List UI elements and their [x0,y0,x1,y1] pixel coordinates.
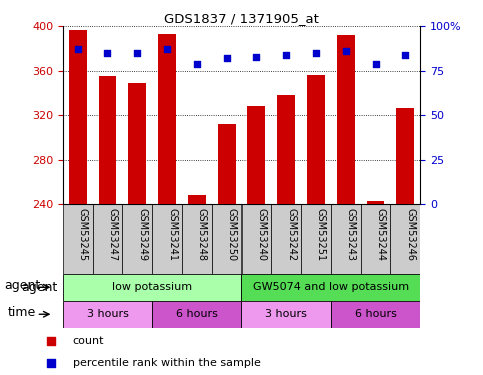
Text: GSM53240: GSM53240 [256,208,267,261]
Bar [218,124,236,204]
Bar [69,30,86,204]
Bar [63,274,242,301]
Bar [367,201,384,204]
Bar [361,204,390,274]
Text: agent: agent [22,281,58,294]
Bar [397,108,414,204]
Bar [331,301,420,328]
Text: GSM53245: GSM53245 [78,208,88,261]
Title: GDS1837 / 1371905_at: GDS1837 / 1371905_at [164,12,319,25]
Bar [93,204,122,274]
Point [372,61,380,67]
Point [342,48,350,54]
Text: GSM53246: GSM53246 [405,208,415,261]
Bar [188,195,206,204]
Bar [242,301,331,328]
Point [223,56,230,62]
Bar [212,204,242,274]
Text: percentile rank within the sample: percentile rank within the sample [72,358,260,368]
Text: GSM53251: GSM53251 [316,208,326,261]
Text: GSM53243: GSM53243 [346,208,356,261]
Text: GW5074 and low potassium: GW5074 and low potassium [253,282,409,292]
Text: GSM53250: GSM53250 [227,208,237,261]
Text: 3 hours: 3 hours [86,309,128,319]
Bar [307,75,325,204]
Point [193,61,201,67]
Text: 6 hours: 6 hours [176,309,218,319]
Text: GSM53247: GSM53247 [108,208,117,261]
Bar [63,301,152,328]
Text: GSM53248: GSM53248 [197,208,207,261]
Bar [301,204,331,274]
Bar [182,204,212,274]
Bar [247,106,265,204]
Point [74,46,82,53]
Bar [242,204,271,274]
Bar [128,83,146,204]
Bar [152,301,242,328]
Point [133,50,141,56]
Point [163,46,171,53]
Point [253,54,260,60]
Bar [242,274,420,301]
Bar [158,34,176,204]
Bar [271,204,301,274]
Text: agent: agent [4,279,40,292]
Point [47,338,55,344]
Text: time: time [8,306,36,320]
Bar [152,204,182,274]
Bar [99,76,116,204]
Point [47,360,55,366]
Bar [390,204,420,274]
Text: 6 hours: 6 hours [355,309,397,319]
Text: GSM53244: GSM53244 [376,208,385,261]
Text: GSM53242: GSM53242 [286,208,296,261]
Bar [122,204,152,274]
Point [401,52,409,58]
Text: count: count [72,336,104,346]
Point [312,50,320,56]
Bar [277,95,295,204]
Bar [63,204,93,274]
Text: low potassium: low potassium [112,282,192,292]
Point [282,52,290,58]
Bar [331,204,361,274]
Text: GSM53241: GSM53241 [167,208,177,261]
Text: 3 hours: 3 hours [265,309,307,319]
Text: GSM53249: GSM53249 [137,208,147,261]
Point [104,50,112,56]
Bar [337,35,355,204]
